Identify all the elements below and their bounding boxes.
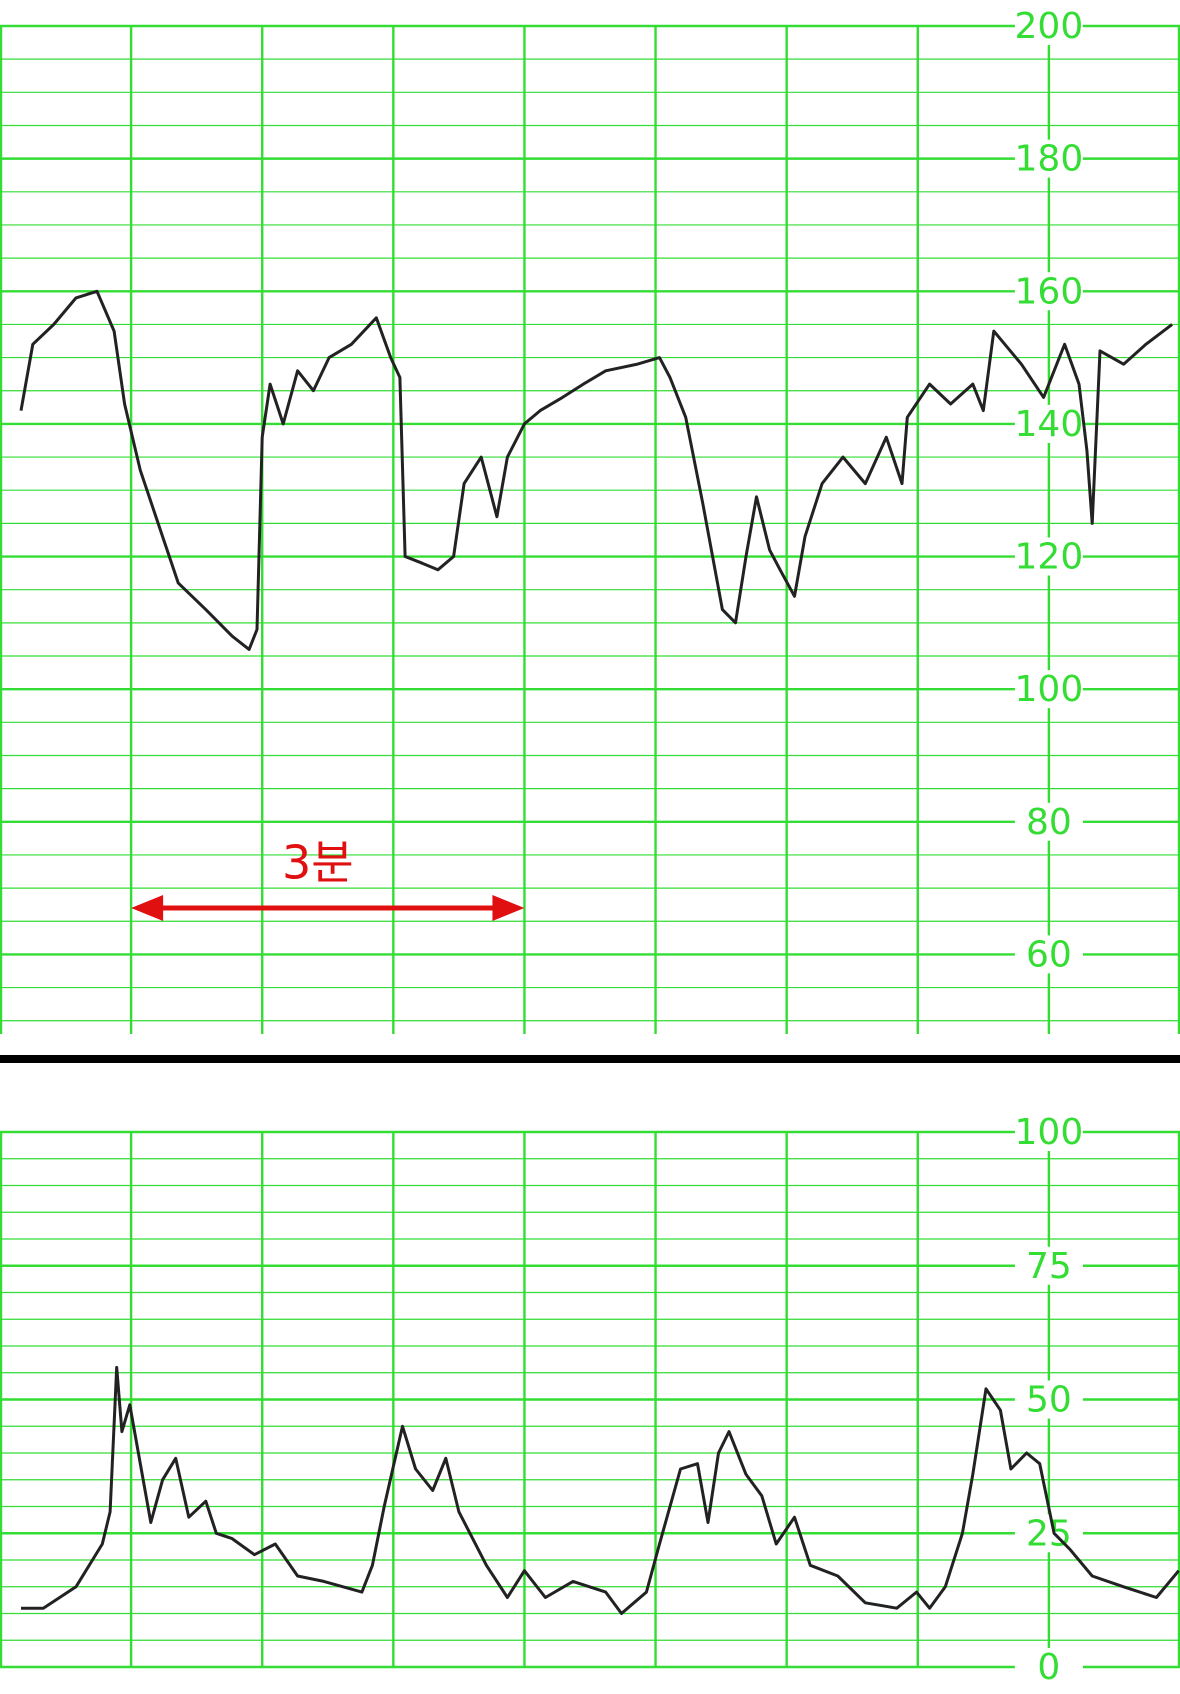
- tick-label-bg: [1014, 404, 1083, 443]
- tick-label-bg: [1014, 537, 1083, 576]
- tick-label-bg: [1014, 1246, 1083, 1285]
- y-tick-label: 200: [1015, 6, 1084, 47]
- y-tick-label: 140: [1015, 404, 1084, 445]
- trace: [19, 289, 1174, 651]
- y-tick-label: 100: [1015, 669, 1084, 710]
- tick-label-bg: [1014, 1113, 1083, 1151]
- separator: [0, 1055, 1180, 1063]
- annotation-text: 3분: [282, 836, 354, 890]
- y-tick-label: 25: [1026, 1513, 1072, 1554]
- arrow-head: [131, 895, 164, 921]
- tick-label-bg: [1014, 1648, 1083, 1686]
- y-tick-label: 160: [1015, 271, 1084, 312]
- tick-label-bg: [1014, 935, 1083, 974]
- tick-label-bg: [1014, 139, 1083, 178]
- tick-label-bg: [1014, 802, 1083, 841]
- arrow-head: [492, 895, 525, 921]
- tick-label-bg: [1014, 7, 1083, 45]
- y-tick-label: 75: [1026, 1246, 1072, 1287]
- tick-label-bg: [1014, 1514, 1083, 1553]
- trace: [21, 1365, 1180, 1615]
- y-tick-label: 120: [1015, 537, 1084, 578]
- tick-label-bg: [1014, 272, 1083, 311]
- tick-label-bg: [1014, 670, 1083, 709]
- y-tick-label: 100: [1015, 1112, 1084, 1153]
- y-tick-label: 180: [1015, 139, 1084, 180]
- tick-label-bg: [1014, 1380, 1083, 1419]
- y-tick-label: 60: [1026, 934, 1072, 975]
- y-tick-label: 0: [1037, 1647, 1060, 1688]
- y-tick-label: 80: [1026, 802, 1072, 843]
- y-tick-label: 50: [1026, 1380, 1072, 1421]
